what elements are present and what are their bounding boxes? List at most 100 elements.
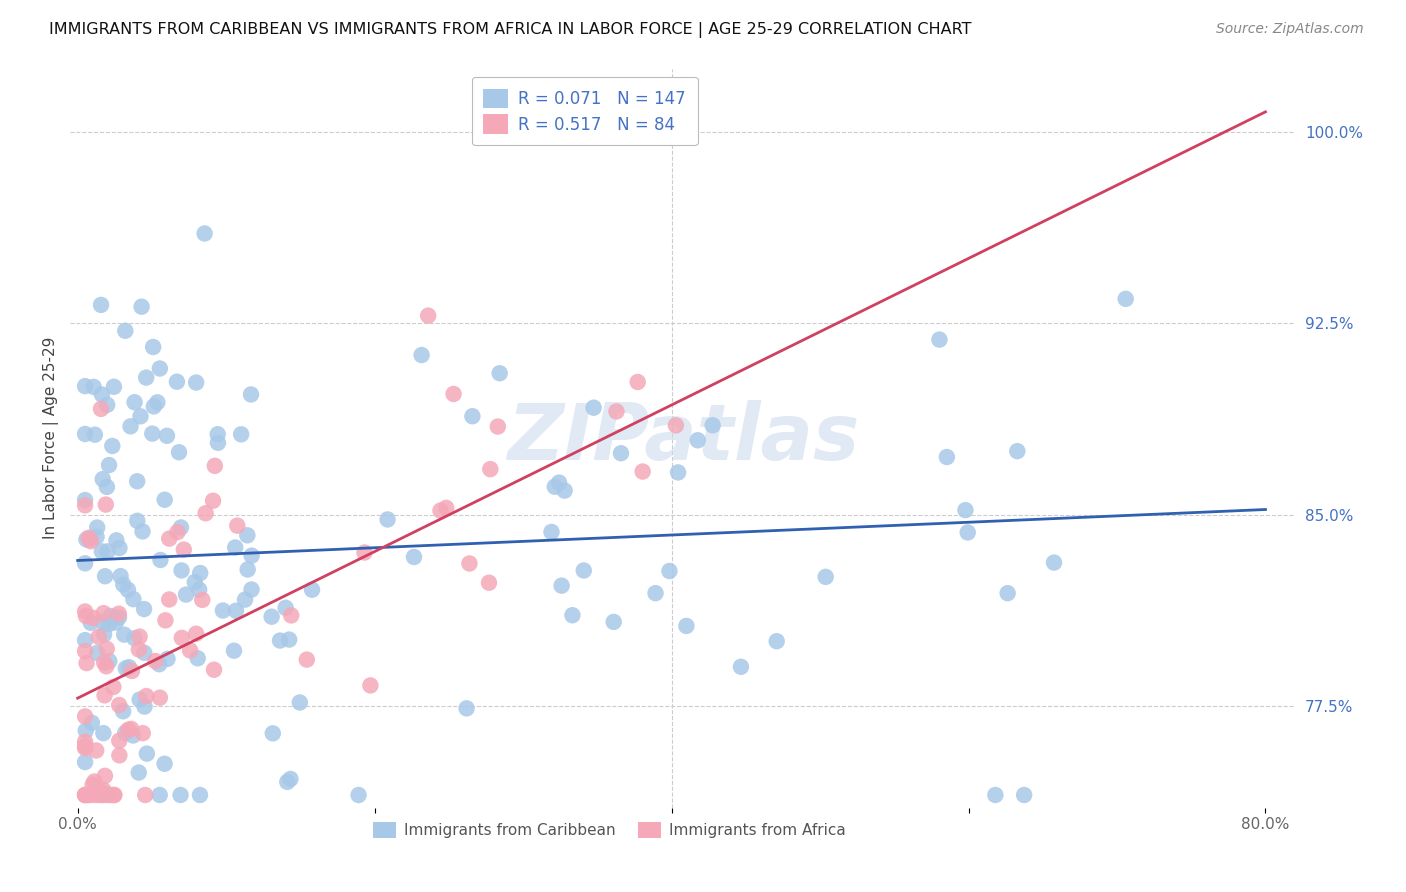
Point — [79, 532, 101, 546]
Point — [665, 418, 688, 433]
Point — [148, 657, 170, 672]
Point — [418, 309, 440, 323]
Point — [75, 735, 97, 749]
Point — [90, 544, 112, 558]
Point — [91, 387, 114, 401]
Point — [98, 458, 121, 472]
Point — [96, 788, 118, 802]
Point — [149, 553, 172, 567]
Point — [288, 696, 311, 710]
Point — [84, 788, 107, 802]
Point — [280, 608, 302, 623]
Point — [207, 427, 229, 442]
Point — [124, 395, 146, 409]
Point — [120, 419, 142, 434]
Point — [112, 627, 135, 641]
Point — [488, 366, 510, 380]
Legend: Immigrants from Caribbean, Immigrants from Africa: Immigrants from Caribbean, Immigrants fr… — [367, 816, 852, 845]
Point — [188, 582, 211, 597]
Point — [117, 723, 139, 737]
Point — [75, 755, 97, 769]
Point — [122, 592, 145, 607]
Point — [132, 726, 155, 740]
Point — [103, 680, 125, 694]
Point — [90, 401, 112, 416]
Point — [458, 557, 481, 571]
Point — [86, 646, 108, 660]
Point — [170, 631, 193, 645]
Point — [108, 698, 131, 712]
Point — [83, 774, 105, 789]
Point — [114, 324, 136, 338]
Point — [89, 788, 111, 802]
Point — [156, 429, 179, 443]
Point — [141, 426, 163, 441]
Point — [96, 659, 118, 673]
Point — [550, 579, 572, 593]
Point — [224, 541, 246, 555]
Point — [236, 562, 259, 576]
Point — [226, 518, 249, 533]
Point — [486, 419, 509, 434]
Point — [91, 785, 114, 799]
Point — [80, 715, 103, 730]
Point — [91, 782, 114, 797]
Point — [240, 582, 263, 597]
Point — [93, 606, 115, 620]
Point — [561, 608, 583, 623]
Point — [100, 609, 122, 624]
Point — [262, 726, 284, 740]
Point — [231, 427, 253, 442]
Point — [94, 498, 117, 512]
Point — [149, 788, 172, 802]
Point — [548, 475, 571, 490]
Point — [114, 726, 136, 740]
Point — [169, 788, 191, 802]
Point — [94, 569, 117, 583]
Point — [93, 726, 115, 740]
Point — [236, 528, 259, 542]
Point — [101, 788, 124, 802]
Point — [97, 617, 120, 632]
Point — [301, 582, 323, 597]
Point — [225, 604, 247, 618]
Point — [157, 532, 180, 546]
Point — [540, 524, 562, 539]
Point — [110, 569, 132, 583]
Point — [240, 549, 263, 563]
Point — [605, 404, 627, 418]
Point — [108, 733, 131, 747]
Point — [103, 788, 125, 802]
Point — [191, 592, 214, 607]
Point — [80, 615, 103, 630]
Point — [108, 541, 131, 555]
Point — [93, 656, 115, 670]
Point — [98, 788, 121, 802]
Point — [77, 531, 100, 545]
Point — [127, 475, 149, 489]
Point — [928, 333, 950, 347]
Point — [1115, 292, 1137, 306]
Point — [153, 756, 176, 771]
Point — [278, 632, 301, 647]
Point — [142, 400, 165, 414]
Point — [91, 788, 114, 802]
Point — [765, 634, 787, 648]
Point — [955, 503, 977, 517]
Point — [75, 788, 97, 802]
Point — [132, 602, 155, 616]
Point — [207, 435, 229, 450]
Point — [572, 564, 595, 578]
Point — [434, 500, 457, 515]
Point — [479, 462, 502, 476]
Point — [96, 544, 118, 558]
Point — [554, 483, 576, 498]
Point — [146, 395, 169, 409]
Point — [142, 340, 165, 354]
Point — [101, 439, 124, 453]
Point — [75, 379, 97, 393]
Point — [149, 361, 172, 376]
Point — [82, 778, 104, 792]
Point — [83, 427, 105, 442]
Point — [280, 772, 302, 786]
